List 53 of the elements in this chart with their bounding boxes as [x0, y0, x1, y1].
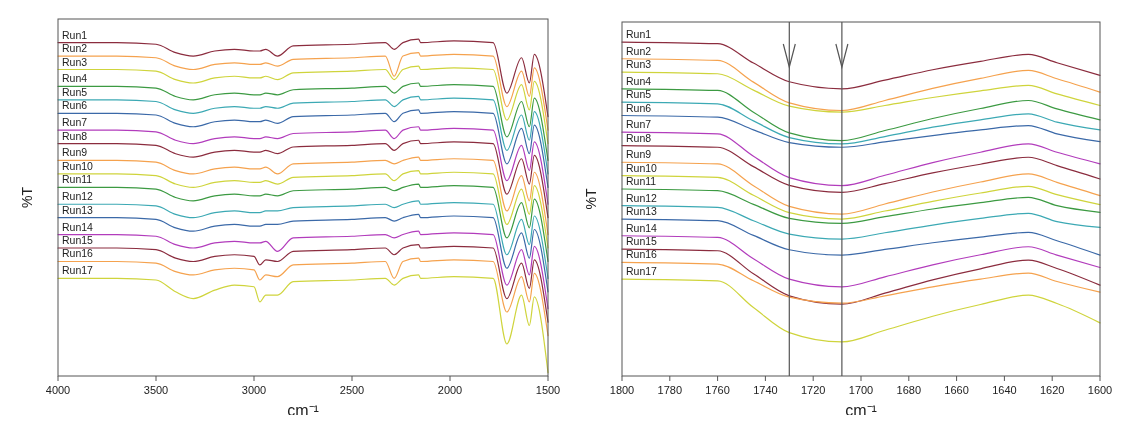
series-label: Run14	[626, 221, 658, 234]
x-tick-label: 1700	[848, 384, 874, 396]
series-label: Run13	[626, 205, 658, 218]
series-label: Run2	[62, 42, 88, 55]
x-tick-label: 1740	[753, 384, 778, 396]
series-label: Run4	[626, 74, 652, 87]
series-label: Run17	[626, 265, 658, 278]
series-label: Run5	[62, 85, 88, 98]
series-label: Run6	[626, 101, 652, 114]
series-label: Run6	[62, 99, 88, 112]
x-tick-label: 1600	[1087, 384, 1113, 396]
series-label: Run15	[62, 234, 94, 247]
series-label: Run11	[62, 173, 93, 186]
series-label: Run14	[62, 220, 94, 233]
series-label: Run5	[626, 88, 652, 101]
y-axis-title: %T	[19, 186, 35, 208]
series-label: Run3	[62, 55, 88, 68]
x-tick-label: 1620	[1039, 384, 1065, 396]
series-label: Run13	[62, 203, 94, 216]
series-label: Run12	[62, 190, 94, 203]
x-tick-label: 1800	[609, 384, 635, 396]
series-label: Run1	[62, 28, 88, 41]
x-tick-label: 2500	[339, 384, 365, 396]
series-label: Run10	[626, 161, 658, 174]
series-label: Run9	[626, 148, 652, 161]
y-axis-title: %T	[583, 188, 599, 210]
series-label: Run15	[626, 235, 658, 248]
series-label: Run8	[626, 131, 652, 144]
series-label: Run1	[626, 28, 652, 41]
series-label: Run12	[626, 191, 658, 204]
x-tick-label: 1640	[992, 384, 1017, 396]
x-tick-label: 1500	[535, 384, 561, 396]
x-tick-label: 1760	[705, 384, 730, 396]
series-label: Run2	[626, 44, 652, 57]
x-tick-label: 1780	[657, 384, 683, 396]
x-tick-label: 3000	[241, 384, 267, 396]
series-label: Run9	[62, 146, 88, 159]
series-label: Run11	[626, 174, 657, 187]
series-label: Run17	[62, 264, 94, 277]
x-tick-label: 1660	[944, 384, 969, 396]
x-tick-label: 3500	[143, 384, 169, 396]
series-label: Run4	[62, 72, 88, 85]
series-label: Run16	[626, 248, 658, 261]
series-label: Run10	[62, 159, 94, 172]
x-tick-label: 2000	[437, 384, 463, 396]
x-tick-label: 1680	[896, 384, 922, 396]
series-label: Run8	[62, 129, 88, 142]
series-label: Run16	[62, 247, 94, 260]
series-label: Run7	[626, 118, 652, 131]
series-label: Run3	[626, 58, 652, 71]
series-label: Run7	[62, 116, 88, 129]
x-tick-label: 4000	[45, 384, 71, 396]
x-tick-label: 1720	[800, 384, 826, 396]
